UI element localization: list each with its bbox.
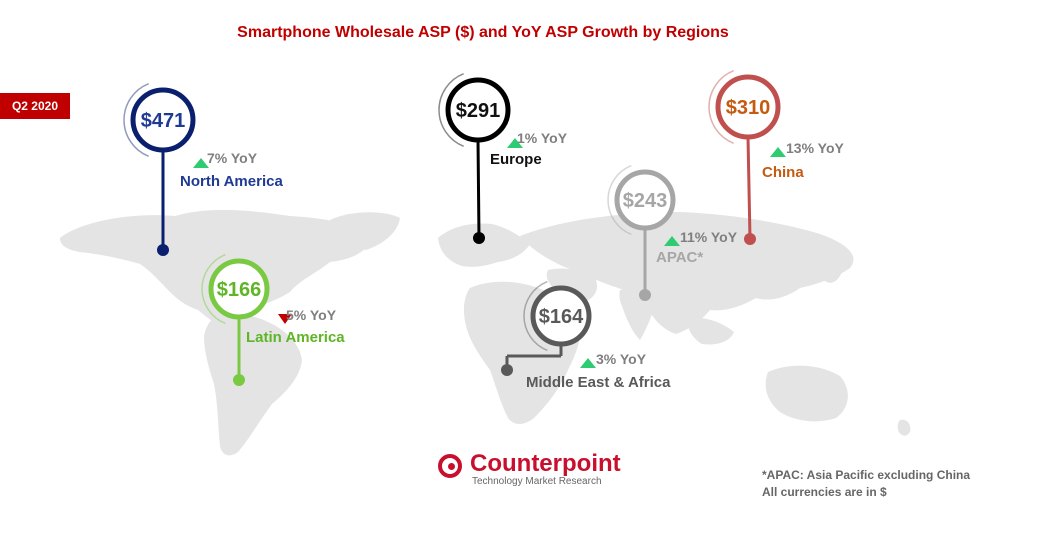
china-pin-stem [746, 136, 752, 240]
north-america-region-name: North America [180, 173, 283, 190]
counterpoint-logo-icon [438, 454, 462, 478]
latin-america-region-name: Latin America [246, 329, 345, 346]
europe-pin-arc [438, 73, 464, 147]
europe-yoy-up-arrow-icon [507, 138, 523, 148]
chart-title: Smartphone Wholesale ASP ($) and YoY ASP… [237, 24, 729, 41]
map-south-america [204, 314, 302, 456]
apac-pin-ring [614, 169, 676, 231]
china-pin-dot [744, 233, 756, 245]
europe-yoy-label: 1% YoY [517, 130, 568, 146]
north-america-asp-value: $471 [141, 110, 186, 132]
map-australia [765, 365, 848, 422]
apac-pin-arc [607, 164, 632, 236]
north-america-pin-arc [123, 83, 149, 157]
counterpoint-logo: Counterpoint Technology Market Research [438, 450, 638, 490]
map-india [619, 289, 656, 340]
europe-region-name: Europe [490, 151, 542, 168]
period-badge: Q2 2020 [0, 93, 70, 119]
apac-region-name: APAC* [656, 249, 703, 266]
latin-america-yoy-down-arrow-icon [278, 314, 292, 324]
china-region-name: China [762, 164, 804, 181]
middle-east-africa-yoy-up-arrow-icon [580, 358, 596, 368]
latin-america-pin-dot [233, 374, 245, 386]
middle-east-africa-pin-dot [501, 364, 513, 376]
china-yoy-label: 13% YoY [786, 140, 845, 156]
europe-pin-ring [445, 77, 511, 143]
north-america-yoy-up-arrow-icon [193, 158, 209, 168]
middle-east-africa-asp-value: $164 [539, 306, 584, 328]
apac-asp-value: $243 [623, 190, 668, 212]
china-pin-ring [715, 74, 781, 140]
middle-east-africa-region-name: Middle East & Africa [526, 374, 671, 391]
logo-tagline: Technology Market Research [472, 476, 602, 487]
footnote-apac: *APAC: Asia Pacific excluding China [762, 468, 971, 482]
china-asp-value: $310 [726, 97, 771, 119]
china-yoy-up-arrow-icon [770, 147, 786, 157]
apac-pin-dot [639, 289, 651, 301]
middle-east-africa-pin-arc [523, 280, 548, 352]
latin-america-pin-arc [201, 253, 226, 325]
china-pin-arc [708, 70, 734, 144]
logo-brand: Counterpoint [470, 450, 621, 477]
apac-yoy-up-arrow-icon [664, 236, 680, 246]
map-middle-east [546, 268, 598, 304]
apac-yoy-label: 11% YoY [680, 229, 738, 245]
europe-pin-dot [473, 232, 485, 244]
europe-asp-value: $291 [456, 100, 501, 122]
middle-east-africa-yoy-label: 3% YoY [596, 351, 647, 367]
latin-america-asp-value: $166 [217, 279, 262, 301]
map-japan [822, 260, 842, 283]
europe-pin-stem [476, 139, 481, 239]
map-europe [438, 223, 530, 267]
footnote-currency: All currencies are in $ [762, 485, 887, 499]
north-america-pin-dot [157, 244, 169, 256]
latin-america-yoy-label: 5% YoY [286, 307, 337, 323]
north-america-pin-ring [130, 87, 196, 153]
north-america-yoy-label: 7% YoY [207, 150, 258, 166]
latin-america-pin-ring [208, 258, 270, 320]
map-greenland [330, 212, 400, 250]
map-southeast-asia [687, 317, 734, 345]
middle-east-africa-pin-ring [530, 285, 592, 347]
map-asia [520, 212, 854, 334]
map-new-zealand [897, 419, 911, 436]
